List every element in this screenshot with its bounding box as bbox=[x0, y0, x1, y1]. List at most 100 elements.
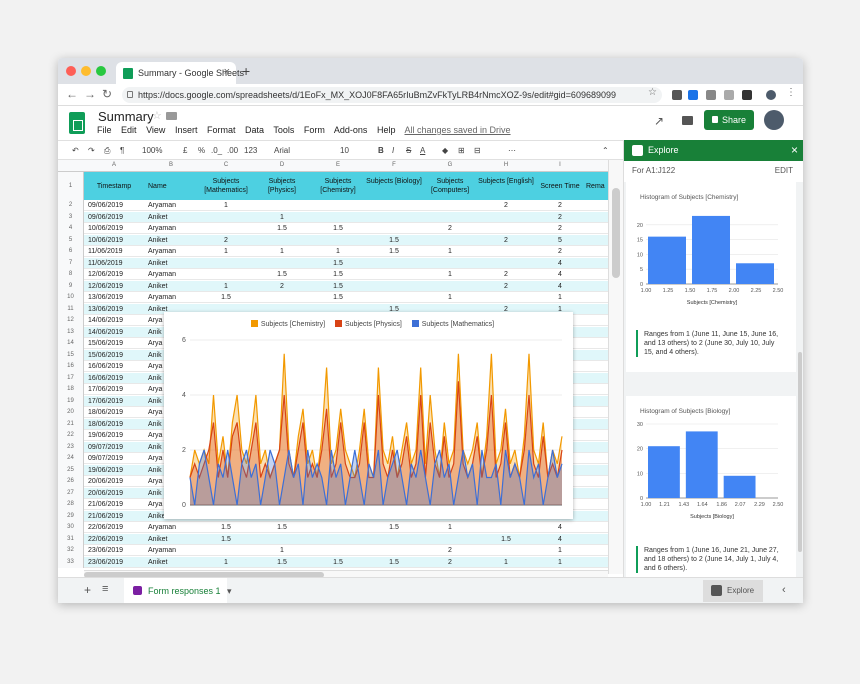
table-cell[interactable]: Arya bbox=[148, 455, 163, 462]
table-cell[interactable]: 1 bbox=[280, 547, 284, 554]
histogram-bar[interactable] bbox=[648, 236, 686, 284]
table-cell[interactable]: 4 bbox=[558, 271, 562, 278]
row-number[interactable]: 24 bbox=[58, 453, 84, 465]
table-cell[interactable]: Aniket bbox=[148, 213, 168, 221]
table-cell[interactable]: 4 bbox=[558, 259, 562, 267]
currency-button[interactable]: £ bbox=[183, 146, 188, 155]
decrease-decimal-button[interactable]: .0_ bbox=[211, 146, 223, 155]
row-number[interactable]: 17 bbox=[58, 372, 84, 384]
table-cell[interactable]: Anik bbox=[148, 397, 162, 405]
table-cell[interactable]: 1.5 bbox=[333, 225, 343, 232]
row-number[interactable]: 9 bbox=[58, 280, 84, 292]
vertical-scrollbar[interactable] bbox=[608, 160, 623, 574]
row-number[interactable]: 21 bbox=[58, 418, 84, 430]
table-cell[interactable]: 1.5 bbox=[277, 225, 287, 232]
redo-icon[interactable]: ↷ bbox=[88, 146, 95, 155]
table-cell[interactable]: 2 bbox=[558, 202, 562, 209]
table-cell[interactable]: 4 bbox=[558, 524, 562, 531]
table-cell[interactable]: 1 bbox=[504, 558, 508, 566]
table-cell[interactable]: Aniket bbox=[148, 512, 168, 520]
bookmark-star-icon[interactable]: ☆ bbox=[648, 87, 657, 98]
extension-icon[interactable] bbox=[688, 90, 698, 100]
table-cell[interactable]: 19/06/2019 bbox=[88, 466, 124, 474]
table-cell[interactable]: 1.5 bbox=[333, 271, 343, 278]
borders-icon[interactable]: ⊞ bbox=[458, 146, 465, 155]
table-cell[interactable]: 1 bbox=[336, 248, 340, 255]
table-cell[interactable]: Aniket bbox=[148, 558, 168, 566]
table-cell[interactable]: 2 bbox=[224, 236, 228, 244]
table-cell[interactable]: 1 bbox=[558, 294, 562, 301]
table-row[interactable]: 13/06/2019 Aryaman 1.5 1.5 1 1 bbox=[84, 292, 608, 303]
font-select[interactable]: Arial bbox=[274, 146, 291, 155]
table-cell[interactable]: 16/06/2019 bbox=[88, 363, 124, 370]
table-cell[interactable]: 12/06/2019 bbox=[88, 282, 124, 290]
folder-icon[interactable] bbox=[166, 112, 177, 120]
share-button[interactable]: Share bbox=[704, 110, 754, 130]
table-cell[interactable]: 1 bbox=[280, 248, 284, 255]
table-cell[interactable]: 1 bbox=[558, 305, 562, 313]
row-number[interactable]: 29 bbox=[58, 510, 84, 522]
table-cell[interactable]: 2 bbox=[448, 547, 452, 554]
row-number[interactable]: 11 bbox=[58, 303, 84, 315]
table-cell[interactable]: 23/06/2019 bbox=[88, 547, 124, 554]
table-cell[interactable]: Aryaman bbox=[148, 248, 177, 255]
histogram-bar[interactable] bbox=[685, 431, 718, 498]
table-cell[interactable]: 22/06/2019 bbox=[88, 535, 124, 543]
sheets-logo-icon[interactable] bbox=[69, 112, 85, 134]
table-cell[interactable]: Anik bbox=[148, 351, 162, 359]
document-title[interactable]: Summary bbox=[98, 109, 154, 124]
close-tab-icon[interactable]: × bbox=[223, 66, 230, 78]
table-cell[interactable]: 1.5 bbox=[221, 294, 231, 301]
column-header-d[interactable]: D bbox=[279, 162, 285, 168]
table-cell[interactable]: Arya bbox=[148, 386, 163, 393]
table-cell[interactable]: 10/06/2019 bbox=[88, 225, 124, 232]
table-cell[interactable]: Aniket bbox=[148, 236, 168, 244]
increase-decimal-button[interactable]: .00 bbox=[227, 146, 239, 155]
histogram-bar[interactable] bbox=[648, 446, 680, 498]
table-row[interactable]: 11/06/2019 Aryaman 1 1 1 1.5 1 2 bbox=[84, 246, 608, 257]
table-cell[interactable]: 14/06/2019 bbox=[88, 317, 124, 324]
panel-scrollbar[interactable] bbox=[798, 352, 802, 552]
table-row[interactable]: 23/06/2019 Aniket 1 1.5 1.5 1.5 2 1 1 bbox=[84, 556, 608, 568]
collapse-panel-icon[interactable]: ‹ bbox=[782, 584, 786, 596]
merge-cells-icon[interactable]: ⊟ bbox=[474, 146, 481, 155]
column-header-e[interactable]: E bbox=[335, 162, 340, 168]
edit-range-button[interactable]: EDIT bbox=[774, 166, 793, 175]
row-number[interactable]: 26 bbox=[58, 476, 84, 488]
table-cell[interactable]: 1 bbox=[224, 248, 228, 255]
row-number[interactable]: 20 bbox=[58, 407, 84, 419]
menu-help[interactable]: Help bbox=[376, 125, 396, 135]
histogram-card-chemistry[interactable]: Histogram of Subjects [Chemistry] 0 5 10 15… bbox=[626, 182, 796, 372]
table-row[interactable]: 10/06/2019 Aniket 2 1.5 2 5 bbox=[84, 234, 608, 246]
row-number[interactable]: 14 bbox=[58, 338, 84, 350]
table-cell[interactable]: 1 bbox=[448, 248, 452, 255]
table-cell[interactable]: 2 bbox=[558, 248, 562, 255]
table-row[interactable]: 10/06/2019 Aryaman 1.5 1.5 2 2 bbox=[84, 223, 608, 234]
table-cell[interactable]: Anik bbox=[148, 466, 162, 474]
table-cell[interactable]: 12/06/2019 bbox=[88, 271, 124, 278]
column-header-i[interactable]: I bbox=[559, 162, 561, 168]
table-cell[interactable]: 1.5 bbox=[389, 558, 399, 566]
histogram-bar[interactable] bbox=[692, 215, 730, 284]
table-cell[interactable]: 4 bbox=[558, 282, 562, 290]
all-sheets-icon[interactable]: ≡ bbox=[102, 583, 109, 595]
scrollbar-thumb[interactable] bbox=[84, 572, 324, 578]
minimize-window-button[interactable] bbox=[81, 66, 91, 76]
row-number[interactable]: 12 bbox=[58, 315, 84, 327]
table-cell[interactable]: Aniket bbox=[148, 282, 168, 290]
close-window-button[interactable] bbox=[66, 66, 76, 76]
row-number[interactable]: 3 bbox=[58, 211, 84, 223]
star-icon[interactable]: ☆ bbox=[152, 110, 162, 122]
row-number[interactable]: 18 bbox=[58, 384, 84, 396]
table-cell[interactable]: 15/06/2019 bbox=[88, 340, 124, 347]
avatar[interactable] bbox=[764, 110, 784, 130]
browser-menu-icon[interactable]: ⋮ bbox=[786, 87, 796, 98]
collapse-toolbar-icon[interactable]: ⌃ bbox=[602, 146, 609, 155]
table-cell[interactable]: 2 bbox=[558, 213, 562, 221]
row-number[interactable]: 23 bbox=[58, 441, 84, 453]
table-cell[interactable]: Arya bbox=[148, 340, 163, 347]
embedded-area-chart[interactable]: Subjects [Chemistry] Subjects [Physics] … bbox=[164, 312, 573, 519]
table-cell[interactable]: Arya bbox=[148, 432, 163, 439]
percent-button[interactable]: % bbox=[198, 146, 206, 155]
table-row[interactable]: 11/06/2019 Aniket 1.5 4 bbox=[84, 257, 608, 269]
